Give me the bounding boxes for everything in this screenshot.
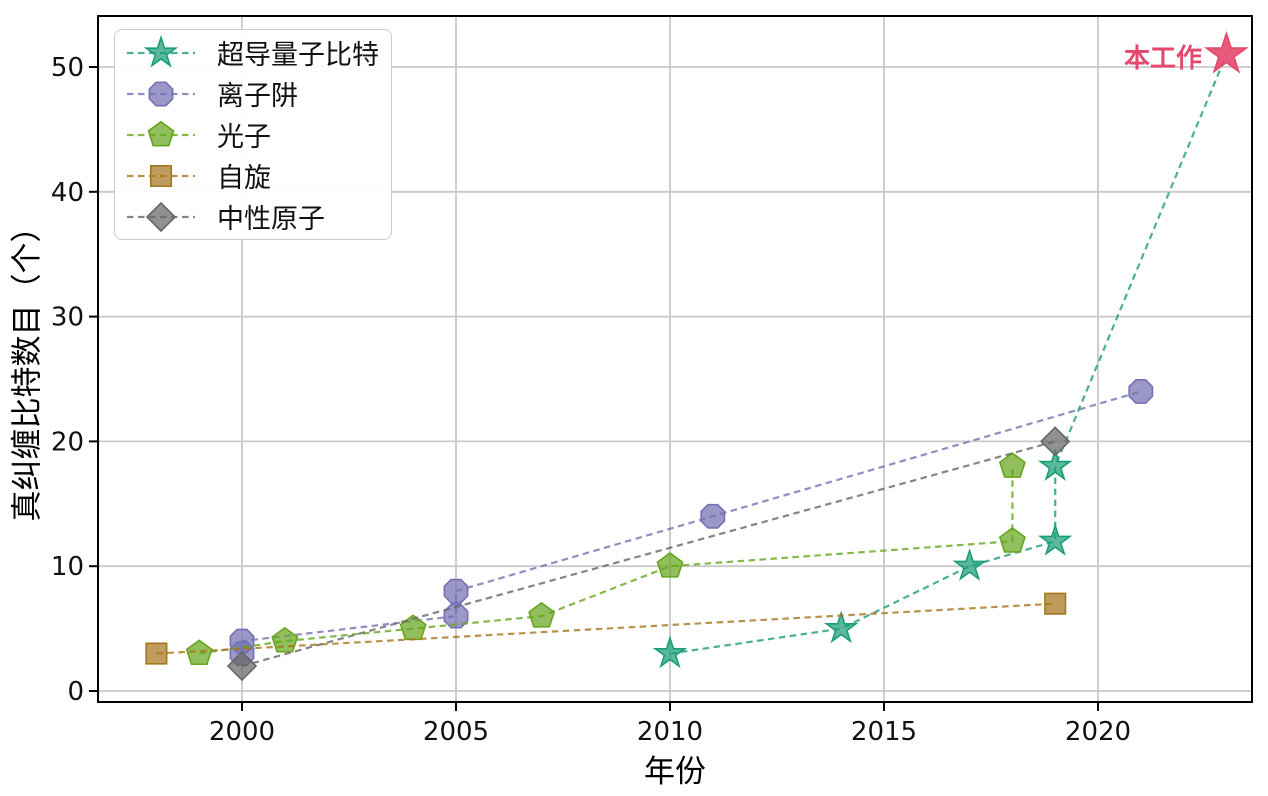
y-tick-label: 20: [51, 427, 84, 457]
series-spin: [145, 592, 1067, 665]
legend-item-spin: 自旋: [125, 155, 391, 196]
x-tick-label: 2000: [209, 717, 275, 747]
legend-marker-ion-trap: [127, 81, 195, 106]
x-tick-label: 2010: [637, 717, 703, 747]
x-axis-title: 年份: [644, 754, 706, 790]
legend-marker-spin: [127, 164, 195, 187]
marker-diamond: [1040, 426, 1071, 457]
series-neutral-atom: [226, 426, 1071, 682]
legend-marker-superconducting: [127, 34, 195, 68]
marker-star: [143, 34, 179, 68]
marker-star: [952, 548, 987, 581]
marker-pentagon: [147, 120, 175, 146]
marker-star: [1037, 523, 1073, 556]
marker-square: [1044, 592, 1067, 615]
x-tick-label: 2005: [423, 717, 489, 747]
y-tick-label: 0: [67, 677, 84, 707]
y-tick-label: 10: [51, 552, 84, 582]
series-line-neutral-atom: [241, 440, 1056, 668]
series-line-spin: [156, 602, 1056, 655]
marker-octagon: [443, 578, 469, 604]
marker-square: [149, 164, 173, 187]
legend-marker-photon: [127, 120, 195, 146]
plot-border: [97, 15, 1253, 703]
legend-label-spin: 自旋: [217, 163, 271, 194]
marker-star: [652, 635, 688, 669]
series-superconducting: [652, 54, 1228, 669]
x-tick-label: 2015: [851, 717, 917, 747]
legend-item-photon: 光子: [125, 114, 391, 155]
legend-label-superconducting: 超导量子比特: [217, 40, 379, 71]
marker-pentagon: [185, 639, 213, 666]
series-ion-trap: [229, 379, 1154, 667]
this-work-label: 本工作: [1123, 44, 1202, 74]
this-work-star: [1203, 30, 1249, 74]
y-tick-label: 50: [51, 53, 84, 83]
marker-pentagon: [998, 527, 1026, 553]
marker-pentagon: [998, 452, 1026, 478]
legend: 超导量子比特 离子阱光子自旋中性原子: [114, 29, 392, 240]
legend-label-neutral-atom: 中性原子: [217, 204, 325, 235]
marker-octagon: [700, 503, 726, 529]
marker-square: [145, 642, 168, 665]
marker-star: [1037, 448, 1073, 481]
marker-octagon: [443, 603, 469, 629]
marker-octagon: [148, 81, 174, 106]
marker-diamond: [145, 201, 177, 232]
marker-octagon: [1128, 379, 1154, 404]
legend-item-ion-trap: 离子阱: [125, 73, 391, 114]
marker-pentagon: [656, 552, 684, 578]
legend-item-superconducting: 超导量子比特: [125, 32, 391, 73]
series-line-photon: [199, 466, 1014, 655]
legend-item-neutral-atom: 中性原子: [125, 196, 391, 237]
legend-marker-neutral-atom: [127, 201, 195, 232]
marker-diamond: [226, 650, 258, 682]
y-tick-label: 30: [51, 303, 84, 333]
axis-ticks: 2000 2005 2010 2015 2020 0 10 20 30 40 50: [51, 53, 1131, 747]
series-line-superconducting: [669, 54, 1228, 655]
marker-pentagon: [528, 601, 556, 628]
legend-label-photon: 光子: [217, 122, 271, 153]
legend-label-ion-trap: 离子阱: [217, 81, 298, 112]
marker-star: [1203, 30, 1249, 74]
y-axis-title: 真纠缠比特数目（个）: [9, 211, 46, 522]
x-tick-label: 2020: [1065, 717, 1131, 747]
marker-star: [823, 610, 859, 644]
y-tick-label: 40: [51, 178, 84, 208]
marker-pentagon: [271, 626, 299, 653]
series-line-ion-trap: [240, 390, 1142, 654]
